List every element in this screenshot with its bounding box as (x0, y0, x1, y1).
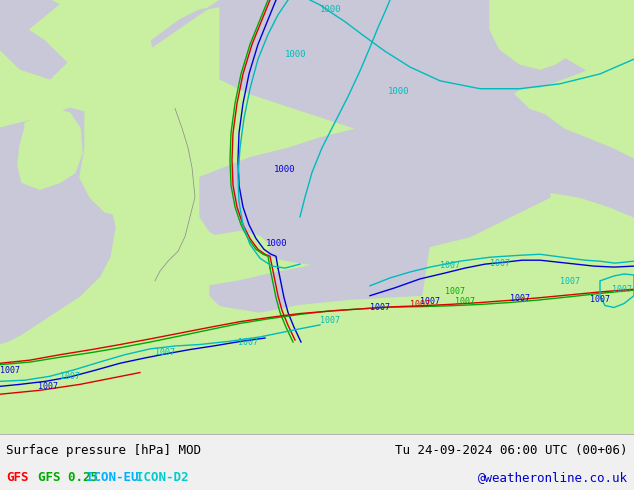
Polygon shape (490, 0, 580, 69)
Text: 1007: 1007 (510, 294, 530, 303)
Text: 1007: 1007 (590, 294, 610, 304)
Text: Tu 24-09-2024 06:00 UTC (00+06): Tu 24-09-2024 06:00 UTC (00+06) (395, 444, 628, 458)
Text: 1007: 1007 (445, 287, 465, 295)
Text: 1007: 1007 (490, 259, 510, 268)
Polygon shape (120, 0, 634, 79)
Text: 1007: 1007 (560, 277, 580, 286)
Text: 1007: 1007 (320, 316, 340, 325)
Text: 1007: 1007 (0, 366, 20, 374)
Polygon shape (30, 0, 155, 108)
Text: @weatheronline.co.uk: @weatheronline.co.uk (477, 471, 628, 485)
Polygon shape (210, 242, 430, 320)
Text: 1007: 1007 (238, 338, 258, 347)
Text: 1007: 1007 (155, 348, 175, 357)
Polygon shape (0, 274, 634, 434)
Text: 1007: 1007 (440, 261, 460, 270)
Text: ICON-EU: ICON-EU (86, 471, 138, 485)
Text: 1000: 1000 (320, 5, 342, 14)
Text: 1007: 1007 (420, 296, 440, 306)
Text: 1000: 1000 (274, 166, 295, 174)
Text: 1007: 1007 (370, 303, 390, 313)
Polygon shape (80, 84, 180, 217)
Polygon shape (515, 49, 634, 158)
Text: 1000: 1000 (285, 50, 306, 59)
Polygon shape (0, 232, 270, 355)
Polygon shape (18, 108, 82, 189)
Text: 1000: 1000 (266, 240, 287, 248)
Text: GFS: GFS (6, 471, 29, 485)
Text: 1007: 1007 (612, 285, 632, 294)
Text: 1007: 1007 (38, 382, 58, 392)
Polygon shape (200, 103, 550, 264)
Polygon shape (0, 182, 115, 345)
Text: 1000: 1000 (388, 87, 410, 96)
Text: ICON-D2: ICON-D2 (136, 471, 189, 485)
Text: 1007: 1007 (455, 296, 475, 306)
Polygon shape (540, 0, 634, 98)
Polygon shape (460, 0, 634, 54)
Text: Surface pressure [hPa] MOD: Surface pressure [hPa] MOD (6, 444, 202, 458)
Text: GFS 0.25: GFS 0.25 (38, 471, 98, 485)
Polygon shape (0, 108, 105, 217)
Text: 1007: 1007 (410, 300, 430, 310)
Text: 1007: 1007 (60, 372, 80, 381)
Polygon shape (220, 0, 634, 217)
Polygon shape (0, 0, 80, 79)
Polygon shape (430, 156, 520, 197)
